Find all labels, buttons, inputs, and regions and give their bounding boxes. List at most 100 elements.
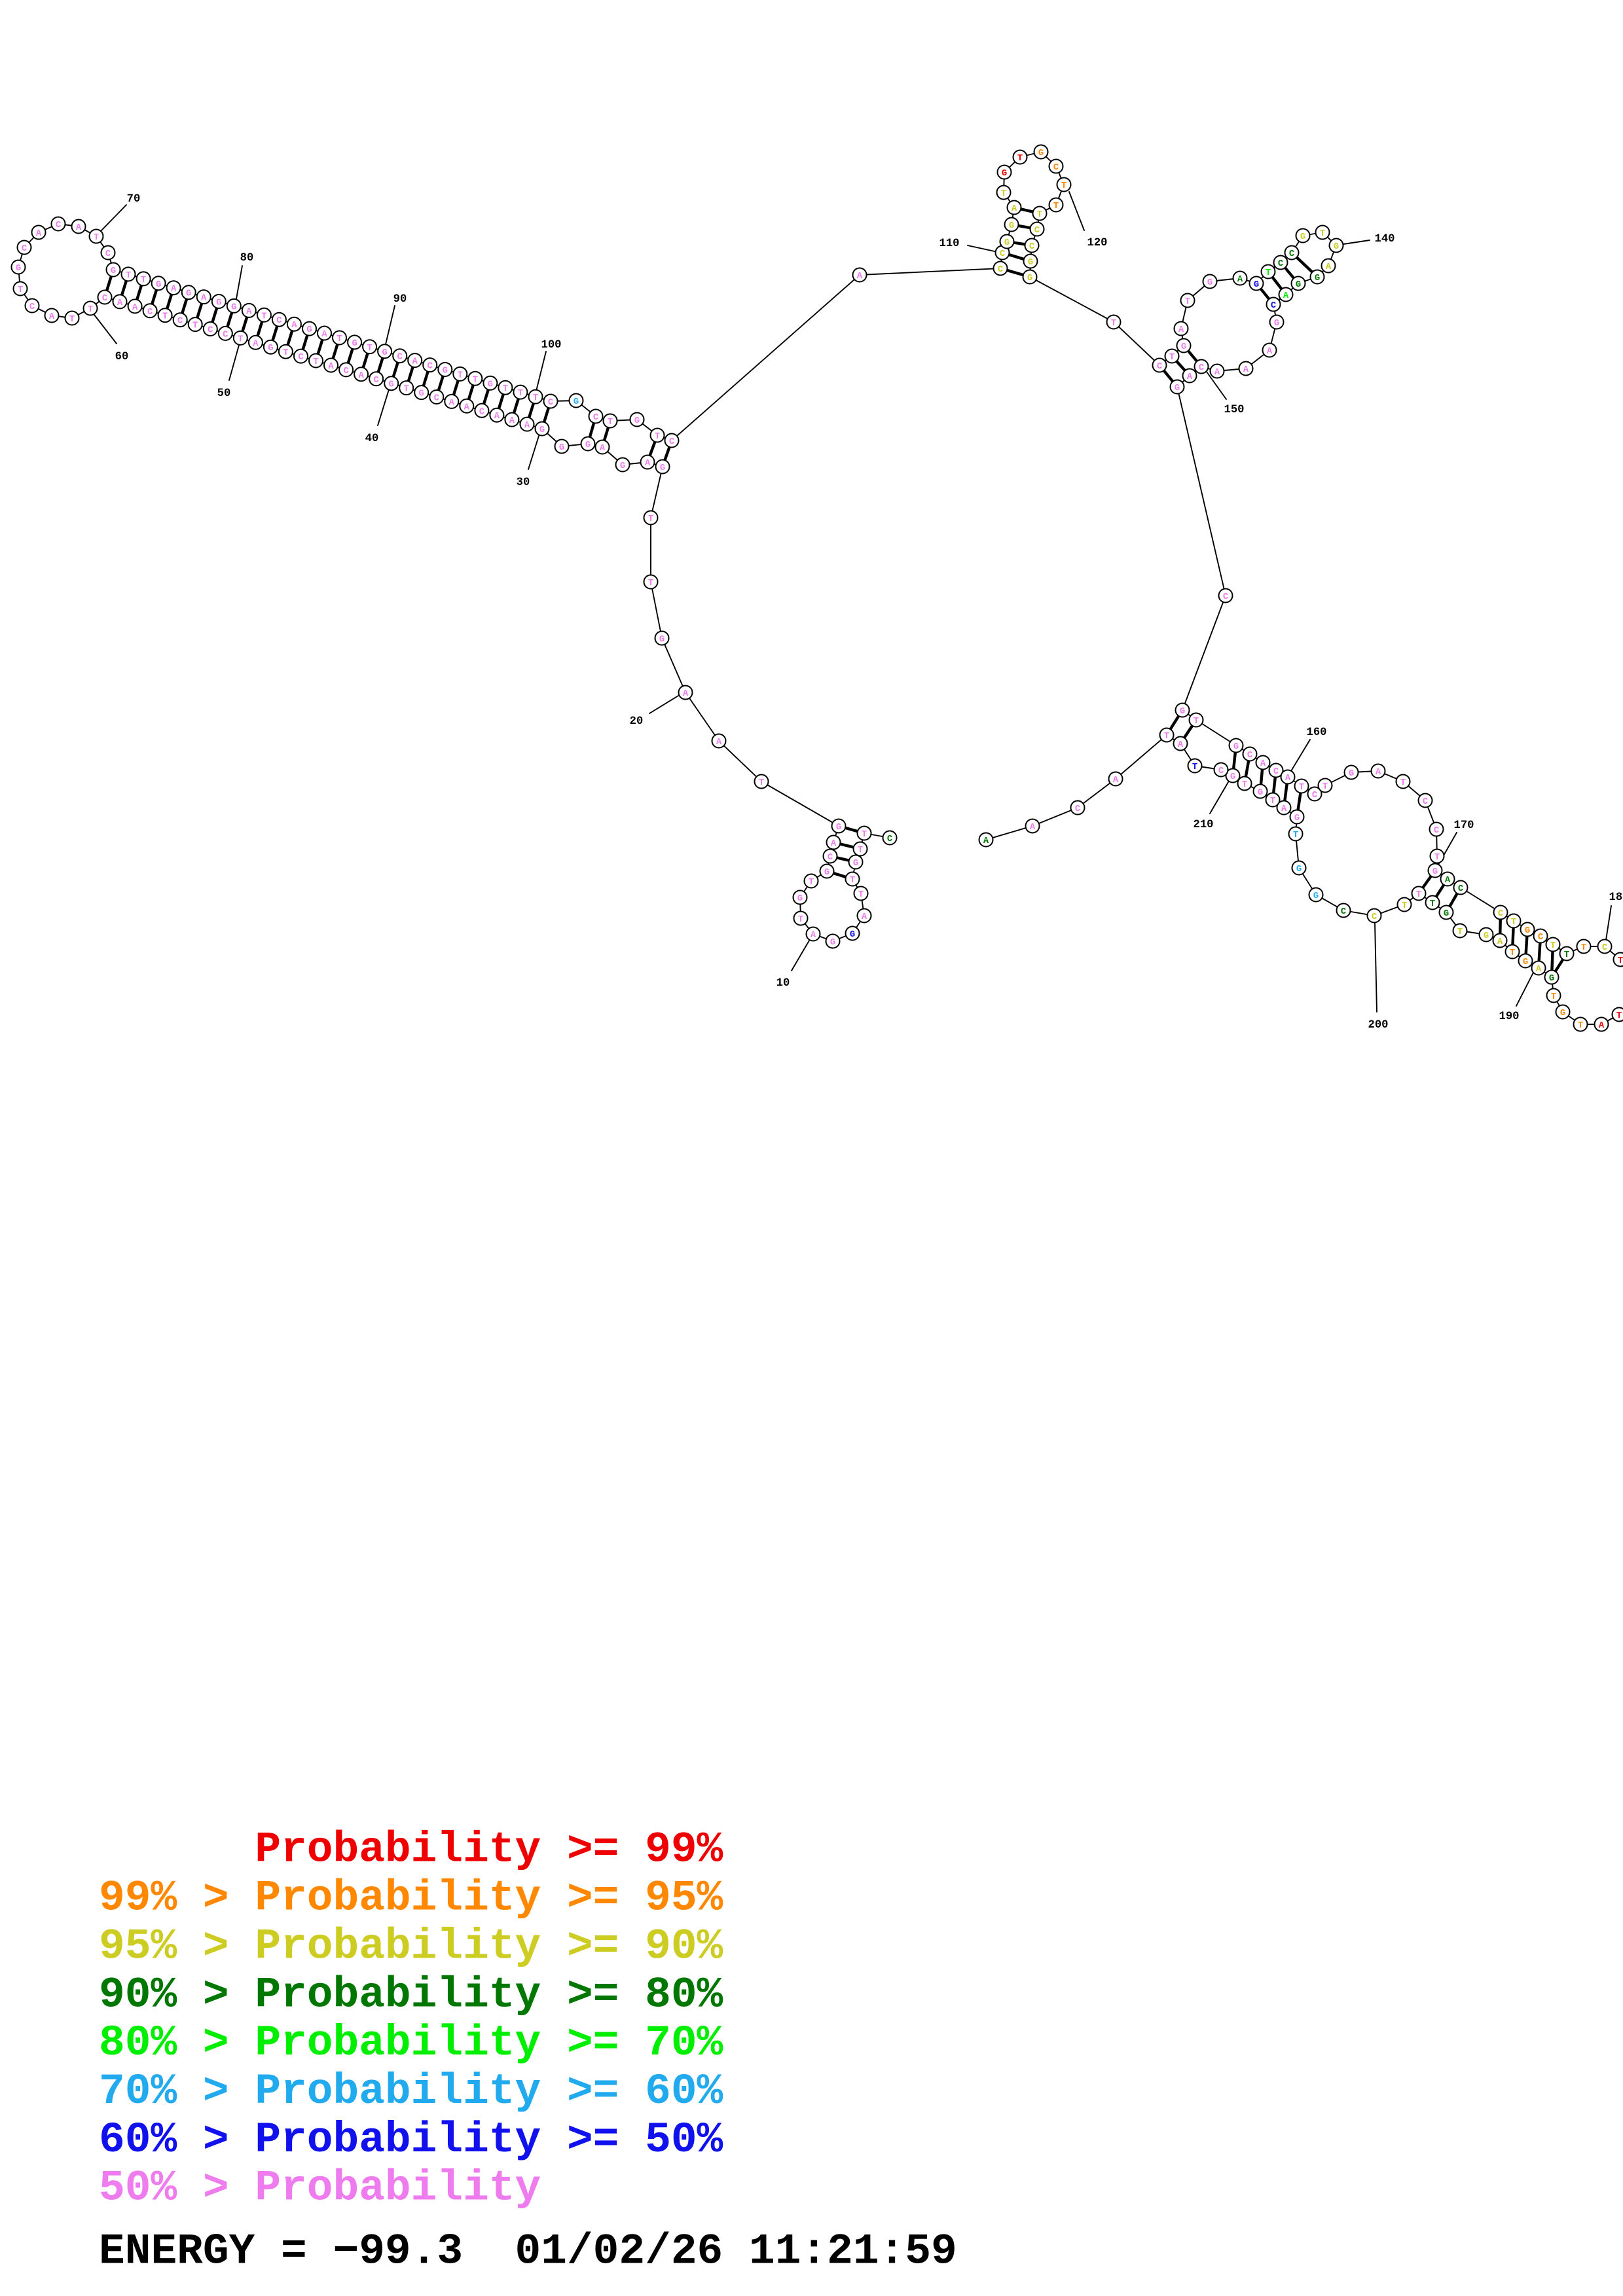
svg-text:C: C [1498,909,1503,919]
svg-text:C: C [1199,363,1204,373]
svg-text:A: A [509,416,515,426]
svg-text:50: 50 [217,387,231,400]
svg-text:C: C [343,367,348,376]
svg-text:G: G [1444,909,1449,919]
svg-text:A: A [1187,372,1193,382]
svg-text:T: T [862,830,867,840]
svg-text:ENERGY = −99.3 01/02/26 11:21: ENERGY = −99.3 01/02/26 11:21:59 [99,2227,957,2276]
svg-text:C: C [1157,362,1162,372]
svg-text:T: T [1578,1021,1583,1031]
svg-text:T: T [759,778,764,788]
svg-text:A: A [1113,776,1119,785]
svg-text:C: C [1289,249,1294,259]
svg-text:T: T [1017,154,1023,164]
svg-text:G: G [382,348,387,358]
svg-text:G: G [1254,280,1259,290]
svg-text:60: 60 [115,351,129,363]
svg-text:G: G [352,339,357,349]
svg-text:T: T [1434,853,1440,863]
svg-text:A: A [1376,768,1381,778]
svg-text:A: A [253,339,259,349]
svg-text:G: G [1432,867,1438,877]
svg-text:C: C [1053,163,1059,173]
svg-text:A: A [683,689,689,699]
svg-text:A: A [862,912,867,922]
svg-text:C: C [177,317,183,327]
svg-text:C: C [1075,804,1080,814]
svg-text:C: C [887,834,892,844]
svg-text:T: T [809,878,814,888]
svg-text:G: G [488,380,493,389]
svg-text:T: T [1169,353,1175,363]
svg-text:160: 160 [1307,726,1327,739]
svg-text:T: T [367,344,372,353]
svg-text:T: T [69,315,75,325]
svg-text:T: T [283,348,288,358]
svg-text:A: A [1178,740,1184,750]
svg-text:A: A [1281,804,1287,814]
svg-text:T: T [238,334,243,344]
svg-text:T: T [1270,797,1275,806]
svg-text:G: G [216,298,221,308]
svg-text:G: G [797,894,803,904]
svg-text:A: A [464,403,470,412]
svg-text:C: C [428,362,433,372]
svg-text:T: T [1416,890,1421,900]
svg-text:190: 190 [1499,1011,1520,1023]
svg-text:C: C [593,413,598,423]
svg-text:G: G [1207,278,1213,288]
svg-text:T: T [313,357,318,367]
svg-text:A: A [1283,291,1289,301]
svg-text:A: A [358,371,364,381]
svg-text:G: G [830,938,835,948]
svg-text:T: T [1320,229,1325,239]
svg-text:C: C [1247,751,1252,761]
svg-text:T: T [192,321,198,331]
svg-text:T: T [533,393,538,403]
svg-text:T: T [1061,181,1067,191]
svg-text:C: C [29,302,35,312]
svg-text:30: 30 [517,476,530,489]
svg-text:A: A [132,303,138,313]
svg-text:T: T [798,915,803,925]
svg-text:C: C [1602,943,1607,953]
svg-text:T: T [1616,1011,1622,1021]
svg-text:C: C [56,221,61,230]
svg-text:C: C [1341,907,1346,917]
svg-text:T: T [1037,210,1042,220]
svg-text:A: A [857,272,863,281]
svg-text:A: A [412,357,418,367]
svg-text:C: C [1271,301,1276,311]
svg-text:G: G [1549,974,1554,984]
svg-text:G: G [231,302,236,312]
svg-text:G: G [585,440,591,450]
svg-text:T: T [648,579,653,588]
svg-text:T: T [404,385,409,395]
svg-text:T: T [261,312,266,321]
svg-text:G: G [1334,242,1339,252]
svg-text:A: A [1243,365,1249,375]
svg-text:C: C [208,326,213,336]
svg-text:T: T [608,418,613,427]
svg-text:20: 20 [630,715,644,728]
svg-text:T: T [1322,782,1328,792]
svg-text:T: T [473,375,478,385]
svg-text:T: T [18,285,23,295]
svg-text:A: A [449,398,455,408]
svg-text:G: G [1028,258,1033,268]
svg-text:G: G [1258,788,1263,798]
svg-text:A: A [1599,1021,1605,1031]
svg-text:T: T [141,276,146,285]
svg-text:G: G [634,416,640,426]
svg-text:G: G [268,344,273,353]
svg-text:A: A [117,298,123,308]
svg-text:T: T [1581,943,1586,953]
svg-text:T: T [648,514,653,524]
svg-text:G: G [1274,319,1279,329]
svg-text:C: C [397,353,403,363]
svg-text:A: A [1536,965,1542,975]
svg-text:G: G [1230,772,1235,782]
svg-text:T: T [850,876,855,886]
svg-text:C: C [298,353,303,363]
svg-text:G: G [1002,169,1007,179]
